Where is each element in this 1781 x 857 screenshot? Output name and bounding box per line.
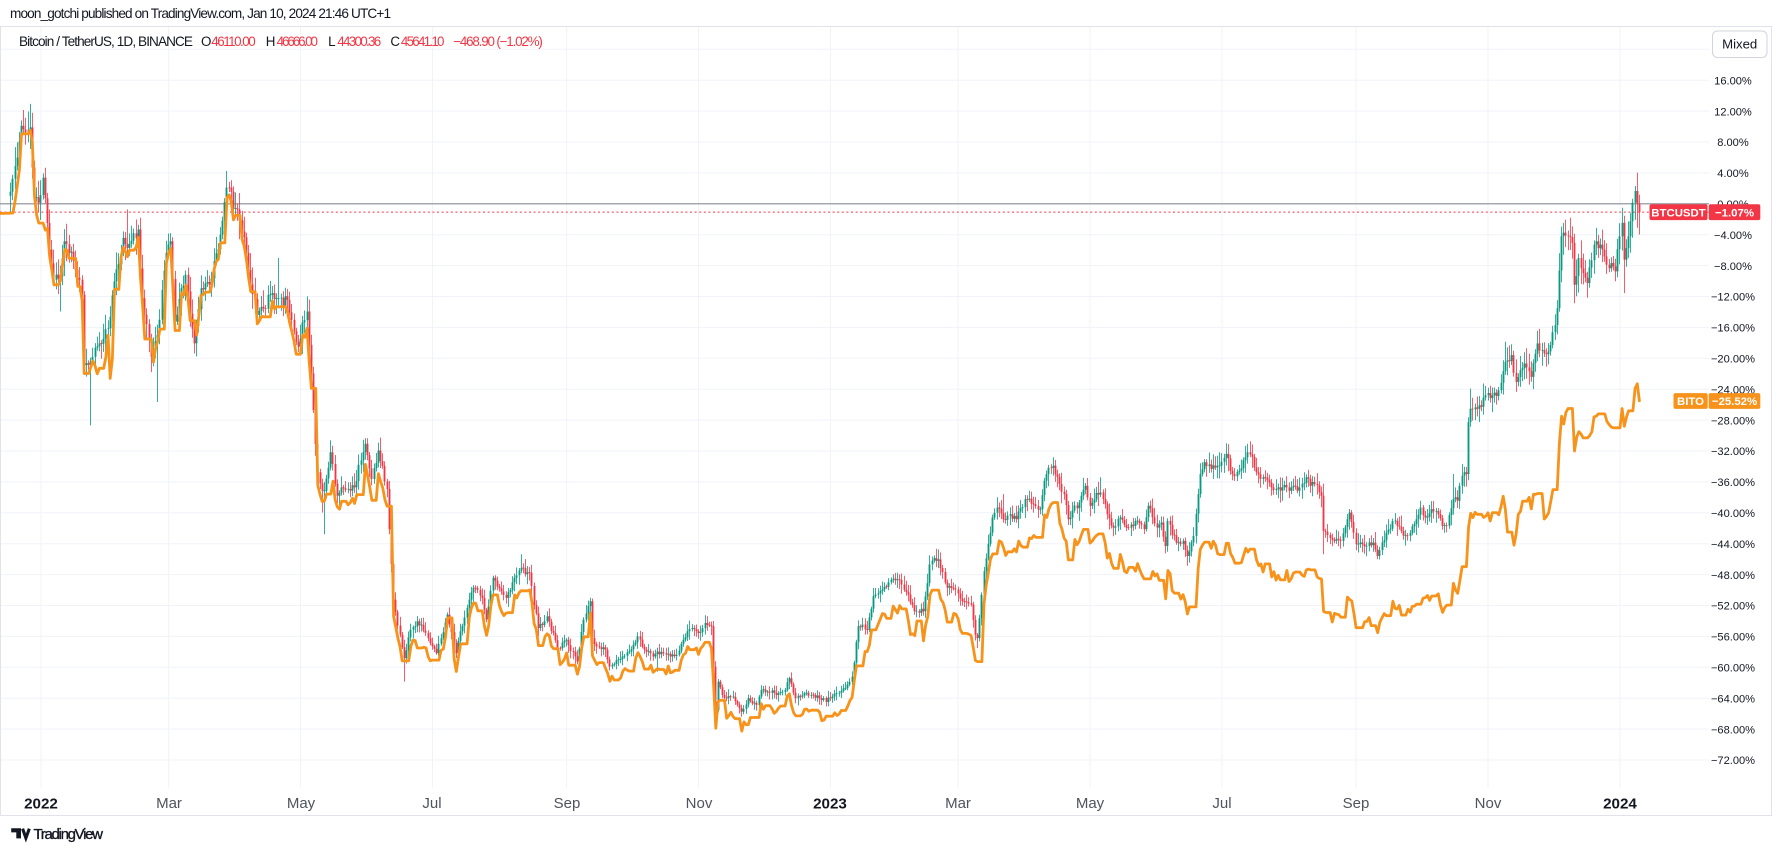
- svg-text:46666.00: 46666.00: [277, 34, 318, 49]
- svg-text:May: May: [287, 795, 316, 812]
- svg-text:−56.00%: −56.00%: [1711, 632, 1755, 644]
- svg-text:2024: 2024: [1603, 796, 1637, 813]
- svg-text:2022: 2022: [24, 796, 58, 813]
- svg-text:Jul: Jul: [1212, 795, 1231, 812]
- svg-text:−4.00%: −4.00%: [1714, 230, 1752, 242]
- svg-text:−48.00%: −48.00%: [1711, 570, 1755, 582]
- svg-text:L: L: [328, 34, 335, 49]
- svg-text:−52.00%: −52.00%: [1711, 601, 1755, 613]
- svg-text:16.00%: 16.00%: [1714, 75, 1752, 87]
- svg-text:TradingView: TradingView: [34, 826, 104, 843]
- svg-text:−1.07%: −1.07%: [1715, 207, 1754, 219]
- svg-text:Jul: Jul: [422, 795, 441, 812]
- svg-text:Nov: Nov: [686, 795, 713, 812]
- svg-text:44300.36: 44300.36: [337, 34, 381, 49]
- svg-text:H: H: [266, 34, 276, 49]
- svg-text:8.00%: 8.00%: [1717, 137, 1749, 149]
- svg-text:Bitcoin / TetherUS, 1D, BINANC: Bitcoin / TetherUS, 1D, BINANCE: [19, 34, 193, 49]
- svg-text:moon_gotchi published on Tradi: moon_gotchi published on TradingView.com…: [10, 6, 391, 21]
- svg-text:−36.00%: −36.00%: [1711, 477, 1755, 489]
- svg-text:−32.00%: −32.00%: [1711, 446, 1755, 458]
- svg-text:2023: 2023: [813, 796, 847, 813]
- svg-text:−68.00%: −68.00%: [1711, 724, 1755, 736]
- svg-text:Sep: Sep: [1343, 795, 1370, 812]
- svg-text:−20.00%: −20.00%: [1711, 354, 1755, 366]
- svg-text:BTCUSDT: BTCUSDT: [1651, 207, 1705, 219]
- svg-text:−60.00%: −60.00%: [1711, 663, 1755, 675]
- svg-text:−468.90 (−1.02%): −468.90 (−1.02%): [453, 34, 543, 49]
- svg-text:C: C: [390, 34, 400, 49]
- svg-text:Mar: Mar: [156, 795, 182, 812]
- svg-text:−25.52%: −25.52%: [1712, 396, 1757, 408]
- svg-text:−64.00%: −64.00%: [1711, 693, 1755, 705]
- svg-text:−40.00%: −40.00%: [1711, 508, 1755, 520]
- svg-text:−8.00%: −8.00%: [1714, 261, 1752, 273]
- svg-text:Nov: Nov: [1475, 795, 1502, 812]
- svg-text:46110.00: 46110.00: [211, 34, 255, 49]
- svg-text:4.00%: 4.00%: [1717, 168, 1749, 180]
- svg-text:−28.00%: −28.00%: [1711, 415, 1755, 427]
- svg-text:Mar: Mar: [945, 795, 971, 812]
- svg-text:−12.00%: −12.00%: [1711, 292, 1755, 304]
- svg-text:12.00%: 12.00%: [1714, 106, 1752, 118]
- svg-text:Sep: Sep: [554, 795, 581, 812]
- svg-text:Mixed: Mixed: [1722, 37, 1757, 52]
- svg-text:−44.00%: −44.00%: [1711, 539, 1755, 551]
- svg-text:45641.10: 45641.10: [401, 34, 445, 49]
- svg-text:−72.00%: −72.00%: [1711, 755, 1755, 767]
- svg-text:May: May: [1076, 795, 1105, 812]
- svg-text:O: O: [201, 34, 211, 49]
- svg-text:BITO: BITO: [1677, 396, 1704, 408]
- svg-text:−16.00%: −16.00%: [1711, 323, 1755, 335]
